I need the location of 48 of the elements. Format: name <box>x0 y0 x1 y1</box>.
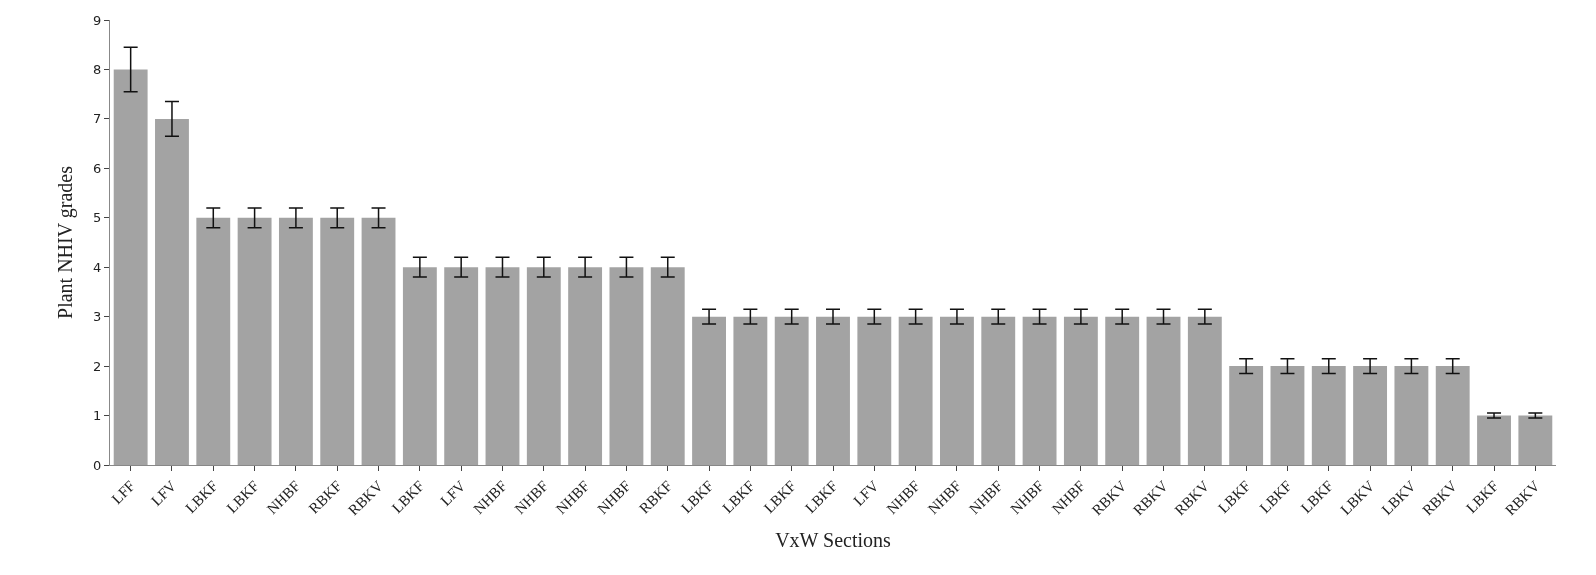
bar <box>1394 366 1429 465</box>
y-tick-label: 4 <box>93 259 102 275</box>
bar <box>1146 316 1181 465</box>
bar <box>1477 415 1511 465</box>
bar <box>320 217 355 465</box>
bar <box>609 267 644 465</box>
bar <box>774 316 809 465</box>
bar <box>155 118 189 465</box>
y-tick-label: 0 <box>93 457 102 473</box>
bar <box>1229 366 1264 465</box>
x-axis-title: VxW Sections <box>775 528 892 551</box>
y-tick-label: 9 <box>93 12 102 28</box>
bar <box>444 267 479 465</box>
x-tick-label: LFF <box>108 477 139 508</box>
y-tick-label: 6 <box>93 160 102 176</box>
y-tick-label: 3 <box>93 309 102 325</box>
bar <box>1435 366 1470 465</box>
bar <box>1187 316 1222 465</box>
bar <box>857 316 892 465</box>
bar <box>402 267 437 465</box>
bar <box>1063 316 1098 465</box>
y-tick-label: 8 <box>93 61 102 77</box>
bar <box>816 316 850 465</box>
bar <box>196 217 231 465</box>
y-tick-label: 5 <box>93 210 102 226</box>
bar <box>1311 366 1346 465</box>
bar <box>1270 366 1305 465</box>
bar <box>692 316 726 465</box>
bar <box>733 316 768 465</box>
bar <box>526 267 561 465</box>
bar <box>940 316 974 465</box>
bar <box>898 316 933 465</box>
bar <box>981 316 1016 465</box>
bar <box>361 217 396 465</box>
bar <box>1022 316 1057 465</box>
bar <box>237 217 272 465</box>
y-axis-title: Plant NHIV grades <box>53 165 77 319</box>
y-tick-label: 1 <box>93 408 102 424</box>
bar <box>1105 316 1140 465</box>
y-tick-label: 7 <box>93 111 102 127</box>
bar <box>113 69 148 465</box>
bar <box>650 267 685 465</box>
y-tick-label: 2 <box>93 358 102 374</box>
bar <box>568 267 603 465</box>
bar <box>1518 415 1553 465</box>
bar <box>1353 366 1388 465</box>
bar <box>485 267 520 465</box>
bar <box>278 217 313 465</box>
